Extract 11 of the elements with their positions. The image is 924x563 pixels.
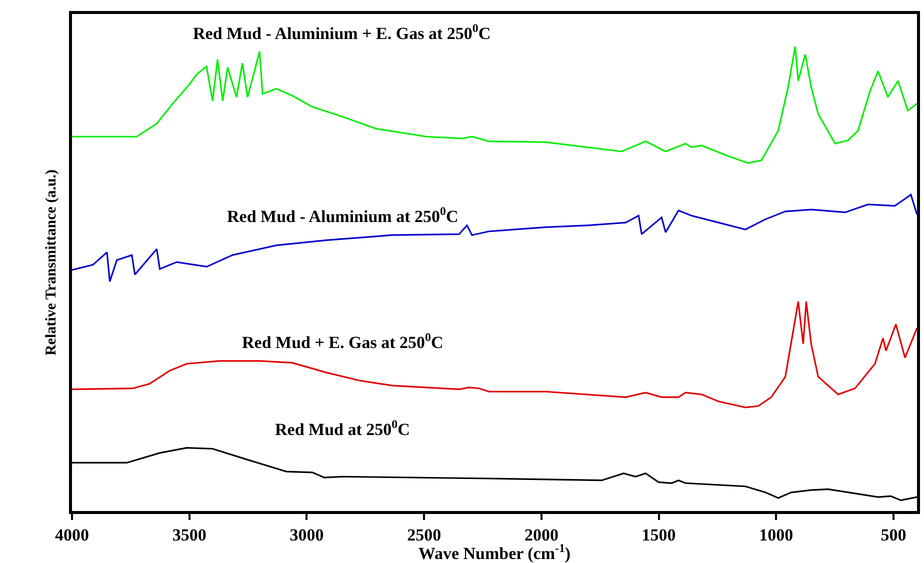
y-axis-title: Relative Transmittance (a.u.) bbox=[43, 169, 60, 356]
x-tick-label: 1000 bbox=[759, 525, 794, 544]
x-tick-label: 3000 bbox=[290, 525, 324, 544]
x-tick-label: 1500 bbox=[642, 525, 676, 544]
series-label: Red Mud - Aluminium + E. Gas at 250$^{0}$C bbox=[193, 21, 491, 44]
series-label: Red Mud - Aluminium at 250$^{0}$C bbox=[227, 204, 458, 226]
x-tick-label: 4000 bbox=[55, 525, 89, 544]
x-tick-label: 500 bbox=[880, 525, 906, 544]
series-label: Red Mud + E. Gas at 250$^{0}$C bbox=[242, 330, 444, 352]
x-tick-label: 3500 bbox=[172, 525, 206, 544]
series-label: Red Mud at 250$^{0}$C bbox=[275, 417, 410, 440]
